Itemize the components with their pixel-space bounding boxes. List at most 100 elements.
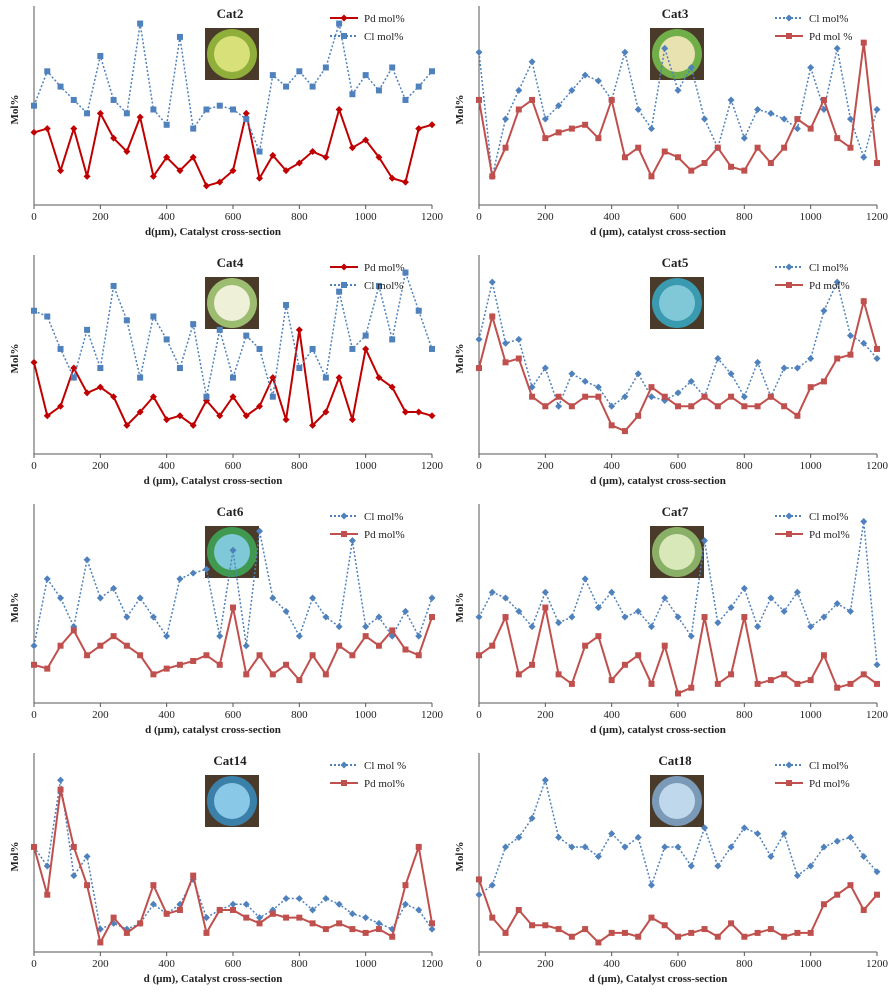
photo-core [214, 285, 250, 321]
data-point [702, 394, 708, 400]
legend-marker [341, 780, 347, 786]
x-axis-title: d (µm), Catalyst cross-section [144, 475, 283, 487]
data-point [595, 77, 602, 84]
data-point [768, 160, 774, 166]
data-point [57, 777, 64, 784]
data-point [556, 129, 562, 135]
legend-label: Cl mol% [364, 511, 403, 523]
data-point [415, 633, 422, 640]
legend-marker [341, 762, 348, 769]
data-point [243, 110, 250, 117]
data-point [429, 412, 436, 419]
data-point [137, 594, 144, 601]
data-point [555, 834, 562, 841]
data-point [203, 930, 209, 936]
data-point [323, 375, 329, 381]
data-point [402, 608, 409, 615]
data-point [336, 21, 342, 27]
data-point [503, 930, 509, 936]
x-tick-label: 200 [537, 460, 554, 472]
x-axis-title: d (µm), catalyst cross-section [145, 724, 281, 736]
data-point [296, 677, 302, 683]
data-point [595, 939, 601, 945]
data-point [230, 375, 236, 381]
data-point [243, 915, 249, 921]
data-point [322, 154, 329, 161]
data-point [150, 107, 156, 113]
x-tick-label: 600 [225, 460, 242, 472]
data-point [702, 160, 708, 166]
data-point [476, 652, 482, 658]
chart-title: Cat6 [217, 504, 244, 519]
data-point [190, 873, 196, 879]
data-point [416, 844, 422, 850]
data-point [476, 97, 482, 103]
legend-marker [786, 282, 792, 288]
legend-label: Pd mol% [809, 529, 850, 541]
data-point [402, 179, 409, 186]
data-point [270, 72, 276, 78]
data-point [123, 614, 130, 621]
data-point [768, 394, 774, 400]
x-tick-label: 600 [225, 958, 242, 970]
legend-marker [341, 264, 348, 271]
data-point [70, 872, 77, 879]
data-point [621, 843, 628, 850]
data-point [847, 608, 854, 615]
data-point [715, 934, 721, 940]
data-point [176, 575, 183, 582]
data-point [296, 365, 302, 371]
x-tick-label: 0 [476, 211, 482, 223]
y-axis-title: Mol% [454, 842, 466, 872]
data-point [754, 830, 761, 837]
data-point [84, 853, 91, 860]
data-point [217, 103, 223, 109]
data-point [489, 589, 496, 596]
x-tick-label: 200 [92, 211, 109, 223]
data-point [375, 920, 382, 927]
data-point [728, 920, 734, 926]
x-tick-label: 0 [476, 709, 482, 721]
data-point [728, 671, 734, 677]
data-point [84, 556, 91, 563]
data-point [542, 135, 548, 141]
data-point [834, 356, 840, 362]
data-point [808, 384, 814, 390]
data-point [582, 575, 589, 582]
x-tick-label: 200 [92, 958, 109, 970]
data-point [609, 422, 615, 428]
x-tick-label: 1200 [866, 460, 889, 472]
data-point [190, 126, 196, 132]
data-point [283, 84, 289, 90]
data-point [595, 853, 602, 860]
x-tick-label: 1200 [421, 709, 444, 721]
data-point [675, 389, 682, 396]
data-point [489, 313, 495, 319]
data-point [489, 643, 495, 649]
data-point [635, 145, 641, 151]
x-tick-label: 200 [537, 211, 554, 223]
chart-title: Cat3 [662, 6, 689, 21]
data-point [124, 930, 130, 936]
data-point [781, 671, 787, 677]
data-point [847, 332, 854, 339]
data-point [216, 633, 223, 640]
data-point [270, 671, 276, 677]
data-point [688, 863, 695, 870]
data-point [44, 125, 51, 132]
legend-label: Pd mol % [809, 31, 852, 43]
data-point [741, 403, 747, 409]
data-point [675, 403, 681, 409]
data-point [111, 915, 117, 921]
legend-marker [786, 15, 793, 22]
data-point [111, 633, 117, 639]
legend-label: Pd mol% [364, 13, 405, 25]
data-point [84, 882, 90, 888]
x-tick-label: 0 [31, 958, 37, 970]
data-point [714, 619, 721, 626]
data-point [31, 844, 37, 850]
data-point [582, 926, 588, 932]
data-point [715, 681, 721, 687]
data-point [310, 652, 316, 658]
